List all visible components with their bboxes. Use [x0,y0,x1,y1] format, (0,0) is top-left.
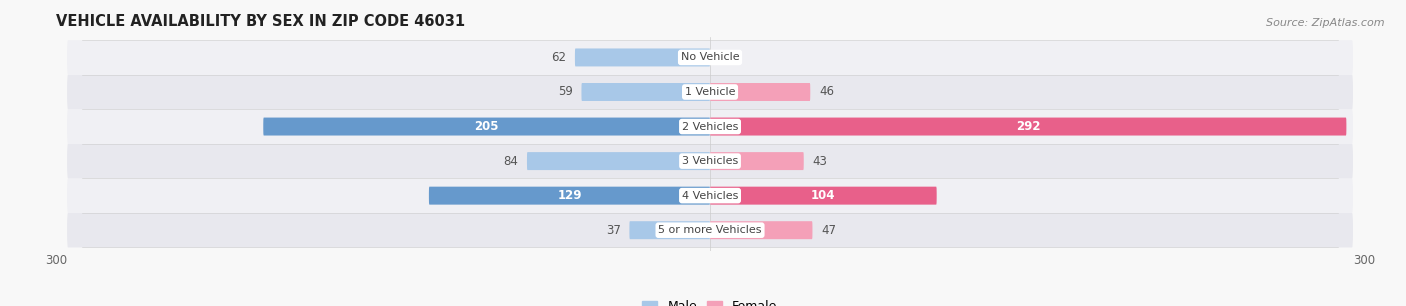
FancyBboxPatch shape [67,109,1353,144]
FancyBboxPatch shape [710,152,804,170]
FancyBboxPatch shape [710,187,936,205]
Text: 292: 292 [1017,120,1040,133]
FancyBboxPatch shape [429,187,710,205]
FancyBboxPatch shape [527,152,710,170]
Text: 62: 62 [551,51,567,64]
Text: Source: ZipAtlas.com: Source: ZipAtlas.com [1267,18,1385,28]
Text: 4 Vehicles: 4 Vehicles [682,191,738,201]
Text: 46: 46 [818,85,834,99]
Text: VEHICLE AVAILABILITY BY SEX IN ZIP CODE 46031: VEHICLE AVAILABILITY BY SEX IN ZIP CODE … [56,13,465,28]
FancyBboxPatch shape [67,213,1353,248]
FancyBboxPatch shape [710,118,1347,136]
Text: 5 or more Vehicles: 5 or more Vehicles [658,225,762,235]
Text: 129: 129 [557,189,582,202]
Text: 43: 43 [813,155,827,168]
FancyBboxPatch shape [630,221,710,239]
FancyBboxPatch shape [263,118,710,136]
FancyBboxPatch shape [67,144,1353,178]
Text: 47: 47 [821,224,837,237]
Text: 37: 37 [606,224,620,237]
Text: 205: 205 [474,120,499,133]
FancyBboxPatch shape [67,40,1353,75]
Text: No Vehicle: No Vehicle [681,52,740,62]
Text: 3 Vehicles: 3 Vehicles [682,156,738,166]
FancyBboxPatch shape [710,83,810,101]
FancyBboxPatch shape [710,221,813,239]
Text: 0: 0 [718,51,725,64]
Text: 84: 84 [503,155,519,168]
Text: 104: 104 [811,189,835,202]
Text: 59: 59 [558,85,572,99]
FancyBboxPatch shape [67,178,1353,213]
FancyBboxPatch shape [67,75,1353,109]
FancyBboxPatch shape [582,83,710,101]
Text: 2 Vehicles: 2 Vehicles [682,121,738,132]
FancyBboxPatch shape [575,48,710,66]
Text: 1 Vehicle: 1 Vehicle [685,87,735,97]
Legend: Male, Female: Male, Female [643,300,778,306]
